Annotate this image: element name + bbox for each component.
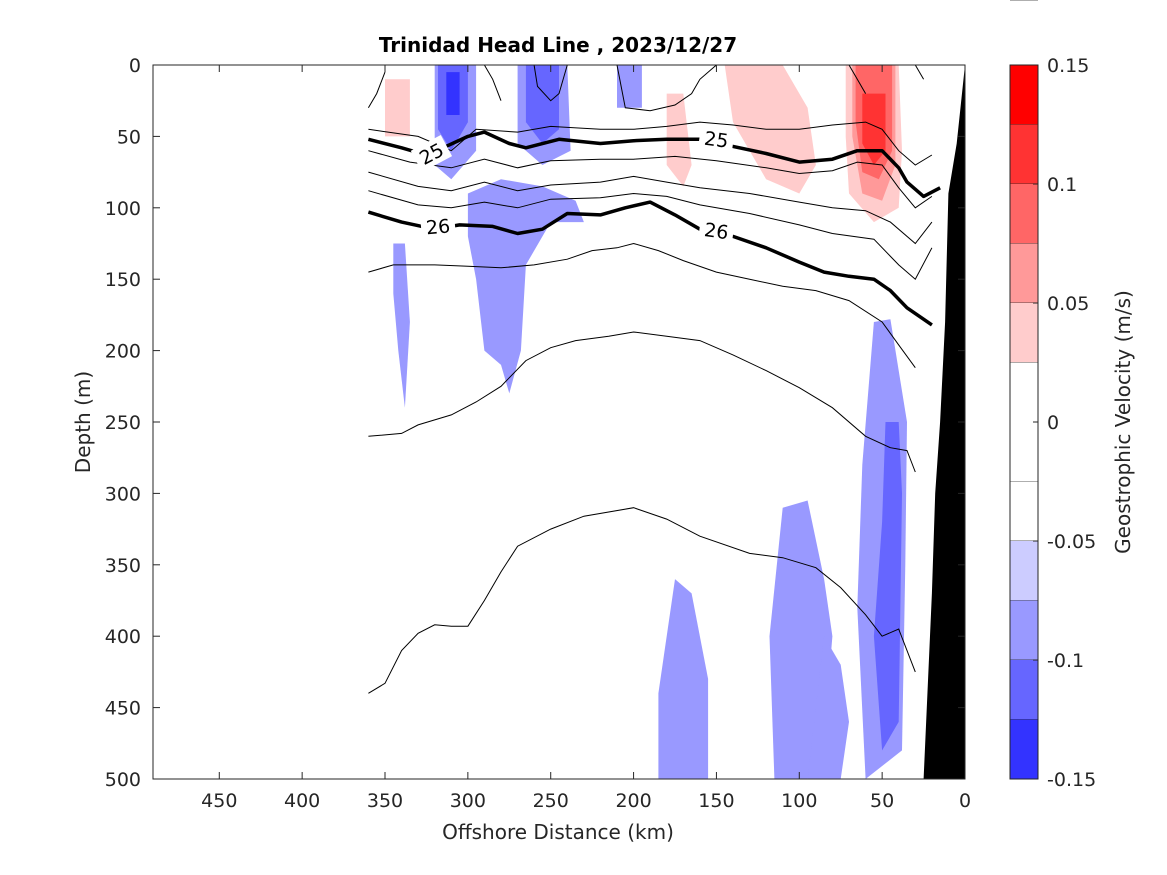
velocity-region-8 (467, 179, 584, 394)
isopycnal-label: 26 (425, 215, 451, 239)
x-axis-label: Offshore Distance (km) (442, 820, 674, 844)
velocity-region-26 (492, 743, 518, 779)
y-tick-label: 0 (129, 55, 141, 77)
colorbar-swatch (1010, 660, 1038, 720)
x-tick-label: 200 (615, 790, 651, 812)
x-tick-label: 450 (201, 790, 237, 812)
x-tick-label: 350 (367, 790, 403, 812)
x-tick-label: 0 (959, 790, 971, 812)
isopycnal-thin-8 (483, 65, 502, 101)
velocity-region-4 (446, 72, 460, 115)
velocity-region-19 (393, 243, 410, 408)
isopycnal-thin-1 (368, 150, 933, 209)
isopycnal-thin-7 (367, 71, 386, 109)
y-tick-label: 400 (105, 626, 141, 648)
y-axis: 0 50 100 150 200 250 300 350 400 450 500 (105, 55, 965, 791)
bottom-topography (923, 65, 965, 779)
colorbar-tick-label: 0.05 (1047, 293, 1089, 315)
colorbar-tick-label: -0.15 (1047, 769, 1096, 791)
velocity-region-1 (385, 79, 410, 137)
colorbar-tick-label: 0.1 (1047, 174, 1077, 196)
velocity-region-23 (658, 579, 709, 779)
isopycnal-thin-3 (368, 190, 933, 280)
velocity-region-5 (492, 65, 518, 94)
x-tick-label: 50 (870, 790, 894, 812)
x-tick-label: 150 (698, 790, 734, 812)
colorbar-tick-label: 0.15 (1047, 55, 1089, 77)
y-tick-label: 450 (105, 698, 141, 720)
y-tick-label: 500 (105, 769, 141, 791)
isopycnal-label: 25 (703, 128, 730, 153)
isopycnal-thin-0 (368, 121, 933, 166)
colorbar-label: Geostrophic Velocity (m/s) (1111, 290, 1135, 554)
colorbar-swatch (1010, 719, 1038, 779)
isopycnal-label-bg (420, 212, 457, 240)
velocity-region-9 (592, 65, 609, 94)
y-tick-label: 350 (105, 555, 141, 577)
velocity-region-24 (807, 636, 849, 779)
velocity-region-7 (525, 65, 559, 144)
colorbar-tick-label: 0 (1047, 412, 1059, 434)
y-tick-label: 250 (105, 412, 141, 434)
isopycnal-layer (367, 65, 941, 694)
colorbar-swatch (1010, 243, 1038, 303)
colorbar-swatch (1010, 65, 1038, 125)
velocity-region-25 (401, 564, 568, 779)
velocity-region-21 (873, 422, 902, 751)
chart-title: Trinidad Head Line , 2023/12/27 (379, 33, 737, 57)
colorbar-swatch (1010, 481, 1038, 541)
colorbar-tick-label: -0.05 (1047, 531, 1096, 553)
isopycnal-thin-6 (368, 507, 916, 694)
y-tick-label: 150 (105, 269, 141, 291)
isopycnal-label: 26 (703, 219, 730, 244)
colorbar-ticks: 0.15 0.1 0.05 0 -0.05 -0.1 -0.15 (1033, 55, 1096, 791)
colorbar-swatches (1010, 0, 1038, 780)
isopycnal-bold-26 (367, 200, 933, 327)
isopycnal-thin-10 (616, 65, 717, 112)
isopycnal-label-bg (697, 216, 735, 245)
isopycnal-thin-5 (368, 331, 916, 473)
y-tick-label: 50 (117, 126, 141, 148)
isopycnal-thin-12 (914, 65, 925, 80)
isopycnal-label-bg (697, 125, 735, 154)
x-tick-label: 400 (284, 790, 320, 812)
colorbar-swatch (1010, 184, 1038, 244)
x-axis: 450 400 350 300 250 200 150 100 50 0 (201, 65, 971, 812)
isopycnal-thin-4 (368, 242, 916, 368)
y-tick-label: 100 (105, 198, 141, 220)
isopycnal-thin-11 (848, 65, 867, 94)
colorbar-swatch (1010, 124, 1038, 184)
y-axis-label: Depth (m) (71, 371, 95, 473)
isopycnal-label-bg (410, 134, 453, 173)
isopycnal-thin-9 (533, 65, 568, 102)
isopycnal-bold-25 (367, 130, 941, 199)
velocity-region-18 (862, 93, 886, 165)
y-tick-label: 300 (105, 483, 141, 505)
x-tick-label: 100 (781, 790, 817, 812)
bottom-topography-layer (923, 65, 965, 779)
x-tick-label: 300 (450, 790, 486, 812)
colorbar-swatch (1010, 600, 1038, 660)
isopycnal-thin-2 (368, 171, 933, 245)
colorbar-swatch (1010, 541, 1038, 601)
colorbar-tick-label: -0.1 (1047, 650, 1084, 672)
y-tick-label: 200 (105, 341, 141, 363)
colorbar-swatch (1010, 303, 1038, 363)
x-tick-label: 250 (533, 790, 569, 812)
colorbar: 0.15 0.1 0.05 0 -0.05 -0.1 -0.15 (1009, 0, 1096, 791)
